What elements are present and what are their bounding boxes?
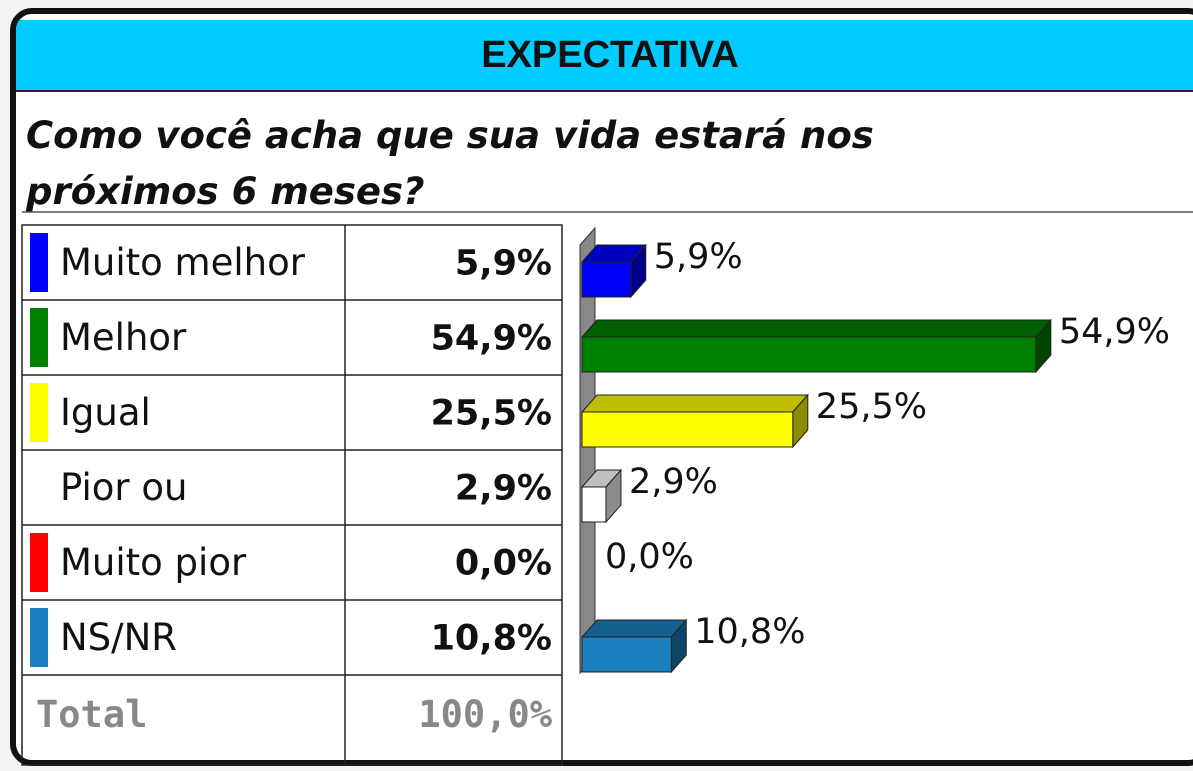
legend-swatch bbox=[30, 308, 48, 367]
bar bbox=[580, 243, 647, 299]
legend-swatch bbox=[30, 458, 48, 517]
total-label: Total bbox=[36, 693, 147, 736]
bar bbox=[580, 468, 623, 524]
bar-value-label: 0,0% bbox=[605, 537, 694, 577]
value-text: 25,5% bbox=[431, 394, 552, 434]
bar-front bbox=[581, 486, 607, 523]
table-border bbox=[21, 224, 563, 766]
bar-value-label: 5,9% bbox=[654, 237, 743, 277]
header-title: EXPECTATIVA bbox=[16, 20, 1193, 92]
bar-value-label: 25,5% bbox=[816, 387, 927, 427]
category-label: Igual bbox=[60, 391, 151, 434]
value-text: 0,0% bbox=[455, 544, 552, 584]
bar-front bbox=[581, 636, 672, 673]
bar-top bbox=[580, 394, 809, 413]
category-label: Muito pior bbox=[60, 541, 247, 584]
bar-front bbox=[581, 336, 1037, 373]
value-text: 10,8% bbox=[431, 619, 552, 659]
bar-value-label: 10,8% bbox=[694, 612, 805, 652]
legend-swatch bbox=[30, 383, 48, 442]
value-text: 54,9% bbox=[431, 319, 552, 359]
bar-value-label: 2,9% bbox=[629, 462, 718, 502]
value-text: 2,9% bbox=[455, 469, 552, 509]
bar bbox=[580, 618, 688, 674]
bar-front bbox=[581, 261, 632, 298]
category-label: Melhor bbox=[60, 316, 187, 359]
bar-top bbox=[580, 319, 1052, 338]
category-label: Muito melhor bbox=[60, 241, 306, 284]
bar bbox=[580, 318, 1052, 374]
bar-value-label: 54,9% bbox=[1059, 312, 1170, 352]
legend-swatch bbox=[30, 233, 48, 292]
category-label: Pior ou bbox=[60, 466, 187, 509]
category-label: NS/NR bbox=[60, 616, 177, 659]
question: Como você acha que sua vida estará nos p… bbox=[26, 114, 874, 213]
total-value: 100,0% bbox=[418, 693, 552, 736]
legend-swatch bbox=[30, 533, 48, 592]
value-text: 5,9% bbox=[455, 244, 552, 284]
bar-top bbox=[580, 619, 688, 638]
bar bbox=[580, 393, 809, 449]
bar-front bbox=[581, 411, 794, 448]
legend-swatch bbox=[30, 608, 48, 667]
